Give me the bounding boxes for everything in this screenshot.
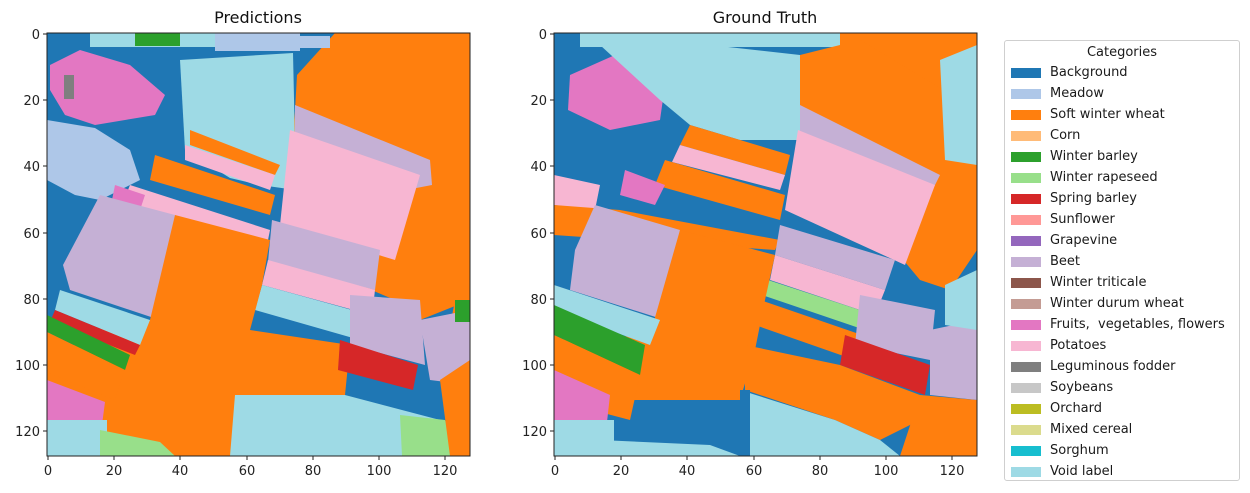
legend-item: Orchard <box>1005 398 1239 419</box>
y-tick-label: 60 <box>23 227 40 242</box>
legend-label: Sorghum <box>1050 443 1109 458</box>
legend-swatch <box>1011 382 1041 393</box>
legend-label: Background <box>1050 65 1128 80</box>
legend: Categories Background Meadow Soft winter w… <box>1004 40 1240 481</box>
x-tick-label: 20 <box>613 464 630 479</box>
predictions-map <box>47 33 470 456</box>
legend-title: Categories <box>1086 45 1158 60</box>
y-tick-label: 100 <box>522 359 547 374</box>
legend-item: Winter durum wheat <box>1005 293 1239 314</box>
x-tick-label: 0 <box>551 464 559 479</box>
legend-item: Corn <box>1005 125 1239 146</box>
x-tick-label: 80 <box>305 464 322 479</box>
legend-label: Fruits, vegetables, flowers <box>1050 317 1225 332</box>
legend-label: Mixed cereal <box>1050 422 1133 437</box>
legend-label: Winter triticale <box>1050 275 1147 290</box>
predictions-y-axis: 0 20 40 60 80 100 120 <box>15 28 47 440</box>
ground-truth-x-axis: 0 20 40 60 80 100 120 <box>551 456 965 479</box>
legend-label: Sunflower <box>1050 212 1115 227</box>
x-tick-label: 20 <box>106 464 123 479</box>
legend-label: Spring barley <box>1050 191 1137 206</box>
legend-label: Beet <box>1050 254 1081 269</box>
legend-item: Meadow <box>1005 83 1239 104</box>
y-tick-label: 20 <box>530 94 547 109</box>
legend-swatch <box>1011 214 1041 225</box>
x-tick-label: 40 <box>679 464 696 479</box>
legend-item: Grapevine <box>1005 230 1239 251</box>
legend-swatch <box>1011 88 1041 99</box>
legend-swatch <box>1011 361 1041 372</box>
legend-label: Corn <box>1050 128 1081 143</box>
legend-label: Potatoes <box>1050 338 1107 353</box>
predictions-title: Predictions <box>214 8 302 27</box>
y-tick-label: 0 <box>539 28 547 43</box>
legend-item: Winter rapeseed <box>1005 167 1239 188</box>
y-tick-label: 120 <box>522 425 547 440</box>
x-tick-label: 100 <box>874 464 899 479</box>
x-tick-label: 60 <box>746 464 763 479</box>
legend-item: Fruits, vegetables, flowers <box>1005 314 1239 335</box>
y-tick-label: 0 <box>32 28 40 43</box>
y-tick-label: 60 <box>530 227 547 242</box>
legend-swatch <box>1011 403 1041 414</box>
legend-swatch <box>1011 235 1041 246</box>
x-tick-label: 0 <box>44 464 52 479</box>
y-tick-label: 120 <box>15 425 40 440</box>
legend-item: Leguminous fodder <box>1005 356 1239 377</box>
legend-item: Void label <box>1005 461 1239 482</box>
x-tick-label: 100 <box>367 464 392 479</box>
ground-truth-title: Ground Truth <box>713 8 818 27</box>
legend-label: Meadow <box>1050 86 1105 101</box>
legend-swatch <box>1011 319 1041 330</box>
legend-label: Soft winter wheat <box>1050 107 1165 122</box>
legend-swatch <box>1011 277 1041 288</box>
y-tick-label: 80 <box>23 293 40 308</box>
legend-item: Beet <box>1005 251 1239 272</box>
legend-label: Soybeans <box>1050 380 1114 395</box>
y-tick-label: 40 <box>530 160 547 175</box>
x-tick-label: 80 <box>812 464 829 479</box>
legend-label: Void label <box>1050 464 1114 479</box>
x-tick-label: 40 <box>172 464 189 479</box>
y-tick-label: 80 <box>530 293 547 308</box>
legend-swatch <box>1011 445 1041 456</box>
legend-swatch <box>1011 298 1041 309</box>
legend-swatch <box>1011 340 1041 351</box>
legend-swatch <box>1011 193 1041 204</box>
legend-item: Spring barley <box>1005 188 1239 209</box>
ground-truth-y-axis: 0 20 40 60 80 100 120 <box>522 28 554 440</box>
y-tick-label: 40 <box>23 160 40 175</box>
legend-swatch <box>1011 424 1041 435</box>
legend-swatch <box>1011 256 1041 267</box>
x-tick-label: 120 <box>433 464 458 479</box>
legend-item: Winter triticale <box>1005 272 1239 293</box>
legend-swatch <box>1011 67 1041 78</box>
legend-item: Mixed cereal <box>1005 419 1239 440</box>
x-tick-label: 60 <box>239 464 256 479</box>
legend-item: Soft winter wheat <box>1005 104 1239 125</box>
legend-swatch <box>1011 130 1041 141</box>
y-tick-label: 20 <box>23 94 40 109</box>
legend-items: Background Meadow Soft winter wheat Corn Win… <box>1005 62 1239 482</box>
legend-item: Potatoes <box>1005 335 1239 356</box>
legend-label: Leguminous fodder <box>1050 359 1176 374</box>
y-tick-label: 100 <box>15 359 40 374</box>
legend-swatch <box>1011 172 1041 183</box>
legend-item: Sunflower <box>1005 209 1239 230</box>
legend-label: Winter durum wheat <box>1050 296 1184 311</box>
legend-item: Soybeans <box>1005 377 1239 398</box>
legend-swatch <box>1011 466 1041 477</box>
legend-label: Winter barley <box>1050 149 1138 164</box>
legend-label: Orchard <box>1050 401 1103 416</box>
legend-label: Winter rapeseed <box>1050 170 1158 185</box>
legend-item: Background <box>1005 62 1239 83</box>
legend-swatch <box>1011 151 1041 162</box>
legend-swatch <box>1011 109 1041 120</box>
legend-item: Sorghum <box>1005 440 1239 461</box>
legend-label: Grapevine <box>1050 233 1118 248</box>
predictions-x-axis: 0 20 40 60 80 100 120 <box>44 456 458 479</box>
x-tick-label: 120 <box>940 464 965 479</box>
legend-item: Winter barley <box>1005 146 1239 167</box>
ground-truth-map <box>554 33 977 456</box>
